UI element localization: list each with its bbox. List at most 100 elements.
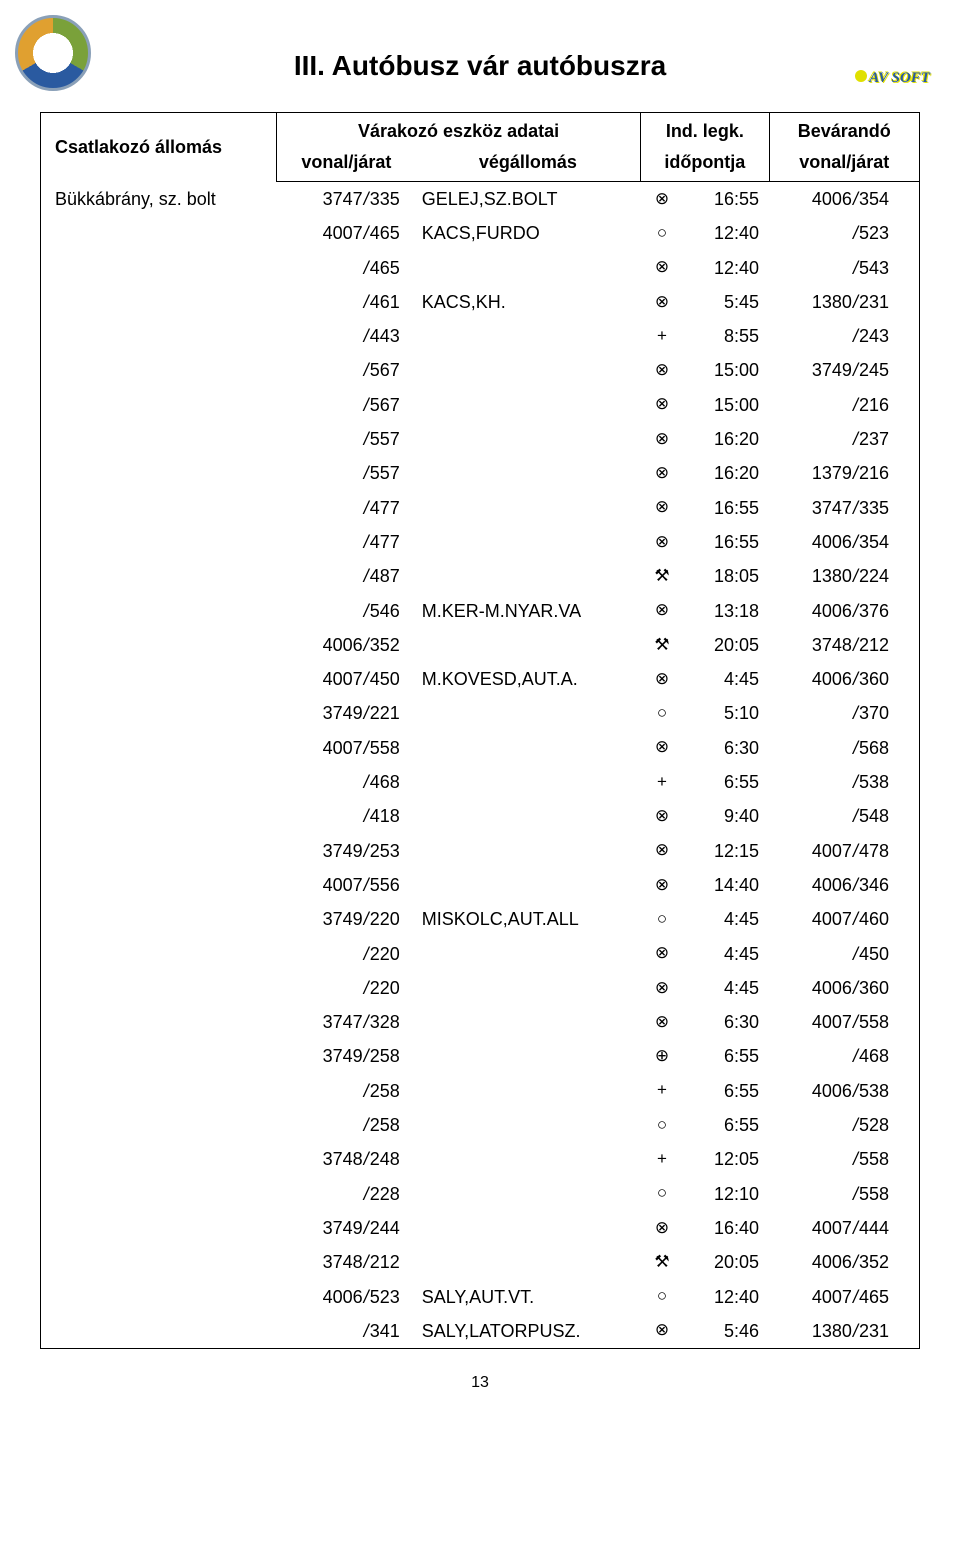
cell-time: 12:40 <box>683 251 769 285</box>
cell-symbol: ⊗ <box>641 731 684 765</box>
cell-symbol: ⊕ <box>641 1039 684 1073</box>
cell-line-in: 4006/523 <box>277 1280 416 1314</box>
cell-terminus <box>416 1039 641 1073</box>
cell-symbol: ⊗ <box>641 594 684 628</box>
cell-line-in: 4007/465 <box>277 216 416 250</box>
cell-line-out: 4006/354 <box>769 525 919 559</box>
table-row: 3749/258⊕6:55/468 <box>41 1039 919 1073</box>
cell-station <box>41 868 277 902</box>
cell-terminus <box>416 1005 641 1039</box>
table-row: /220⊗4:454006/360 <box>41 971 919 1005</box>
cell-time: 4:45 <box>683 971 769 1005</box>
cell-time: 16:55 <box>683 525 769 559</box>
table-row: /557⊗16:201379/216 <box>41 456 919 490</box>
cell-station <box>41 1245 277 1279</box>
page-title: III. Autóbusz vár autóbuszra <box>40 50 920 82</box>
cell-time: 4:45 <box>683 937 769 971</box>
cell-symbol: ⊗ <box>641 1314 684 1348</box>
table-row: 4007/556⊗14:404006/346 <box>41 868 919 902</box>
cell-time: 12:10 <box>683 1177 769 1211</box>
table-row: /258○6:55/528 <box>41 1108 919 1142</box>
cell-station <box>41 1108 277 1142</box>
cell-line-out: 4007/478 <box>769 834 919 868</box>
cell-symbol: ⊗ <box>641 353 684 387</box>
table-row: Bükkábrány, sz. bolt3747/335GELEJ,SZ.BOL… <box>41 182 919 217</box>
cell-line-in: 3748/212 <box>277 1245 416 1279</box>
cell-terminus <box>416 799 641 833</box>
table-row: 3749/253⊗12:154007/478 <box>41 834 919 868</box>
cell-line-in: /567 <box>277 388 416 422</box>
cell-line-out: /528 <box>769 1108 919 1142</box>
table-body: Bükkábrány, sz. bolt3747/335GELEJ,SZ.BOL… <box>41 182 919 1349</box>
cell-line-in: /487 <box>277 559 416 593</box>
cell-terminus <box>416 491 641 525</box>
table-row: 4006/352⚒20:053748/212 <box>41 628 919 662</box>
cell-line-out: 4007/460 <box>769 902 919 936</box>
cell-terminus: GELEJ,SZ.BOLT <box>416 182 641 217</box>
cell-symbol: ⊗ <box>641 937 684 971</box>
cell-station <box>41 285 277 319</box>
table-row: /567⊗15:00/216 <box>41 388 919 422</box>
cell-terminus <box>416 834 641 868</box>
cell-time: 6:30 <box>683 731 769 765</box>
cell-terminus: M.KOVESD,AUT.A. <box>416 662 641 696</box>
cell-line-in: 4007/556 <box>277 868 416 902</box>
cell-line-in: /557 <box>277 422 416 456</box>
cell-symbol: ⊗ <box>641 971 684 1005</box>
cell-terminus <box>416 1074 641 1108</box>
table-row: /468+6:55/538 <box>41 765 919 799</box>
cell-line-in: 3749/220 <box>277 902 416 936</box>
cell-symbol: ○ <box>641 1108 684 1142</box>
table-row: 3747/328⊗6:304007/558 <box>41 1005 919 1039</box>
cell-station <box>41 422 277 456</box>
th-vegallomas: végállomás <box>416 150 641 182</box>
cell-line-out: 4006/346 <box>769 868 919 902</box>
cell-line-out: 1380/231 <box>769 285 919 319</box>
cell-station <box>41 971 277 1005</box>
cell-station <box>41 1039 277 1073</box>
cell-line-in: /418 <box>277 799 416 833</box>
table-row: 3749/221○5:10/370 <box>41 696 919 730</box>
cell-station <box>41 491 277 525</box>
table-row: 4007/465KACS,FURDO○12:40/523 <box>41 216 919 250</box>
cell-symbol: ⊗ <box>641 285 684 319</box>
cell-station <box>41 456 277 490</box>
cell-station <box>41 1074 277 1108</box>
cell-time: 12:15 <box>683 834 769 868</box>
cell-line-in: 3747/335 <box>277 182 416 217</box>
cell-time: 13:18 <box>683 594 769 628</box>
cell-time: 18:05 <box>683 559 769 593</box>
table-row: /465⊗12:40/543 <box>41 251 919 285</box>
cell-time: 12:40 <box>683 216 769 250</box>
table-row: /567⊗15:003749/245 <box>41 353 919 387</box>
cell-line-out: 3748/212 <box>769 628 919 662</box>
cell-line-out: 4006/360 <box>769 971 919 1005</box>
table-row: /546M.KER-M.NYAR.VA⊗13:184006/376 <box>41 594 919 628</box>
cell-station <box>41 319 277 353</box>
cell-time: 12:40 <box>683 1280 769 1314</box>
cell-terminus <box>416 1177 641 1211</box>
cell-line-out: /243 <box>769 319 919 353</box>
cell-station <box>41 1142 277 1176</box>
cell-symbol: ○ <box>641 1280 684 1314</box>
cell-station <box>41 696 277 730</box>
cell-line-out: 1380/231 <box>769 1314 919 1348</box>
cell-time: 6:55 <box>683 765 769 799</box>
table-row: /443+8:55/243 <box>41 319 919 353</box>
cell-line-out: /468 <box>769 1039 919 1073</box>
th-csat: Csatlakozó állomás <box>41 113 277 182</box>
cell-symbol: ⊗ <box>641 251 684 285</box>
cell-symbol: ⊗ <box>641 182 684 217</box>
cell-station <box>41 1280 277 1314</box>
cell-time: 16:20 <box>683 456 769 490</box>
cell-terminus <box>416 971 641 1005</box>
cell-time: 6:30 <box>683 1005 769 1039</box>
page-number: 13 <box>40 1374 920 1392</box>
cell-line-out: /543 <box>769 251 919 285</box>
cell-symbol: ⊗ <box>641 388 684 422</box>
cell-line-in: 3749/244 <box>277 1211 416 1245</box>
software-stamp: AV SOFT <box>855 70 930 87</box>
cell-symbol: ⊗ <box>641 868 684 902</box>
table-row: /418⊗9:40/548 <box>41 799 919 833</box>
cell-line-in: /557 <box>277 456 416 490</box>
